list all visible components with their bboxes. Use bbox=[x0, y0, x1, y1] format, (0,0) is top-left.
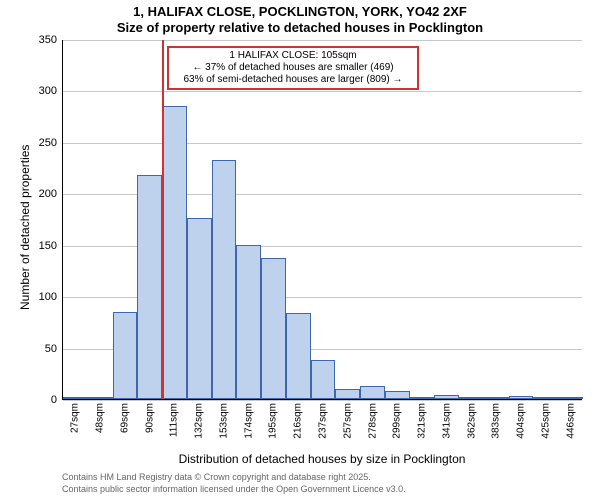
ytick-label: 50 bbox=[45, 343, 57, 355]
histogram-bar bbox=[385, 391, 410, 399]
xtick-label: 69sqm bbox=[119, 403, 130, 433]
ytick-label: 350 bbox=[39, 34, 57, 46]
histogram-bar bbox=[311, 360, 336, 399]
gridline bbox=[63, 91, 582, 92]
histogram-bar bbox=[187, 218, 212, 399]
xtick-label: 299sqm bbox=[392, 403, 403, 439]
gridline bbox=[63, 143, 582, 144]
histogram-bar bbox=[286, 313, 311, 399]
ytick-label: 250 bbox=[39, 137, 57, 149]
histogram-bar bbox=[212, 160, 237, 399]
xtick-label: 90sqm bbox=[144, 403, 155, 433]
chart-title-line2: Size of property relative to detached ho… bbox=[0, 20, 600, 35]
chart-container: 1, HALIFAX CLOSE, POCKLINGTON, YORK, YO4… bbox=[0, 0, 600, 500]
histogram-bar bbox=[63, 397, 88, 399]
reference-line bbox=[162, 40, 164, 399]
histogram-bar bbox=[137, 175, 162, 399]
plot-area: 05010015020025030035027sqm48sqm69sqm90sq… bbox=[62, 40, 582, 400]
histogram-bar bbox=[113, 312, 138, 399]
xtick-label: 362sqm bbox=[466, 403, 477, 439]
xtick-label: 174sqm bbox=[243, 403, 254, 439]
annotation-line1: 1 HALIFAX CLOSE: 105sqm bbox=[173, 50, 413, 62]
xtick-label: 278sqm bbox=[367, 403, 378, 439]
ytick-label: 200 bbox=[39, 188, 57, 200]
xtick-label: 404sqm bbox=[516, 403, 527, 439]
xtick-label: 48sqm bbox=[95, 403, 106, 433]
xtick-label: 446sqm bbox=[565, 403, 576, 439]
xtick-label: 132sqm bbox=[194, 403, 205, 439]
histogram-bar bbox=[335, 389, 360, 399]
gridline bbox=[63, 40, 582, 41]
histogram-bar bbox=[360, 386, 385, 399]
histogram-bar bbox=[533, 397, 558, 399]
attribution-line1: Contains HM Land Registry data © Crown c… bbox=[62, 472, 371, 482]
histogram-bar bbox=[484, 397, 509, 399]
xtick-label: 195sqm bbox=[268, 403, 279, 439]
histogram-bar bbox=[88, 397, 113, 399]
x-axis-label: Distribution of detached houses by size … bbox=[62, 452, 582, 466]
xtick-label: 153sqm bbox=[218, 403, 229, 439]
xtick-label: 111sqm bbox=[169, 403, 180, 437]
ytick-label: 0 bbox=[51, 394, 57, 406]
xtick-label: 257sqm bbox=[342, 403, 353, 439]
xtick-label: 425sqm bbox=[540, 403, 551, 439]
ytick-label: 300 bbox=[39, 85, 57, 97]
histogram-bar bbox=[459, 397, 484, 399]
xtick-label: 237sqm bbox=[318, 403, 329, 439]
histogram-bar bbox=[410, 397, 435, 399]
histogram-bar bbox=[261, 258, 286, 399]
ytick-label: 150 bbox=[39, 240, 57, 252]
xtick-label: 341sqm bbox=[441, 403, 452, 439]
xtick-label: 321sqm bbox=[417, 403, 428, 439]
histogram-bar bbox=[558, 397, 583, 399]
ytick-label: 100 bbox=[39, 291, 57, 303]
chart-title-line1: 1, HALIFAX CLOSE, POCKLINGTON, YORK, YO4… bbox=[0, 4, 600, 19]
xtick-label: 383sqm bbox=[491, 403, 502, 439]
histogram-bar bbox=[162, 106, 187, 399]
histogram-bar bbox=[434, 395, 459, 399]
histogram-bar bbox=[509, 396, 534, 399]
histogram-bar bbox=[236, 245, 261, 399]
xtick-label: 27sqm bbox=[70, 403, 81, 433]
annotation-line3: 63% of semi-detached houses are larger (… bbox=[173, 74, 413, 86]
gridline bbox=[63, 400, 582, 401]
annotation-line2: ← 37% of detached houses are smaller (46… bbox=[173, 62, 413, 74]
annotation-box: 1 HALIFAX CLOSE: 105sqm← 37% of detached… bbox=[167, 46, 419, 90]
xtick-label: 216sqm bbox=[293, 403, 304, 439]
attribution-line2: Contains public sector information licen… bbox=[62, 484, 406, 494]
y-axis-label: Number of detached properties bbox=[18, 145, 32, 310]
